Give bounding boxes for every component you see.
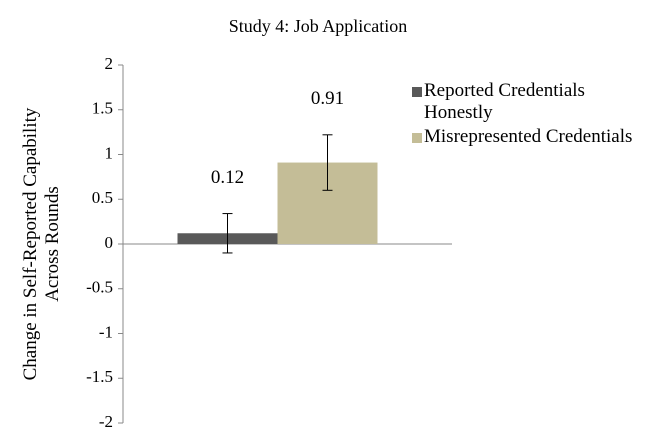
- y-tick-label: -0.5: [86, 278, 113, 297]
- y-axis-label: Change in Self-Reported Capability Acros…: [20, 107, 63, 381]
- legend-label: Misrepresented Credentials: [424, 126, 633, 147]
- error-bar: [322, 134, 333, 191]
- legend-entry-box: Misrepresented Credentials: [424, 126, 633, 147]
- chart-title: Study 4: Job Application: [229, 16, 408, 36]
- y-tick-label: -1.5: [86, 367, 113, 386]
- legend-label: Reported Credentials Honestly: [424, 80, 585, 123]
- y-tick-label: -1: [99, 322, 113, 341]
- y-tick-label: -2: [99, 412, 113, 429]
- data-label: 0.12: [211, 167, 244, 188]
- y-tick-label: 2: [105, 54, 114, 73]
- data-label: 0.91: [311, 88, 344, 109]
- y-tick-label: 0.5: [92, 188, 113, 207]
- legend-swatch: [412, 133, 422, 143]
- y-tick-label: 1: [105, 143, 114, 162]
- y-tick-label: 0: [105, 233, 114, 252]
- y-axis-label-box: Change in Self-Reported Capability Acros…: [20, 107, 63, 381]
- legend-swatch: [412, 87, 422, 97]
- y-tick-label: 1.5: [92, 99, 113, 118]
- legend-entry-box: Reported Credentials Honestly: [424, 80, 585, 123]
- error-bar: [222, 213, 233, 254]
